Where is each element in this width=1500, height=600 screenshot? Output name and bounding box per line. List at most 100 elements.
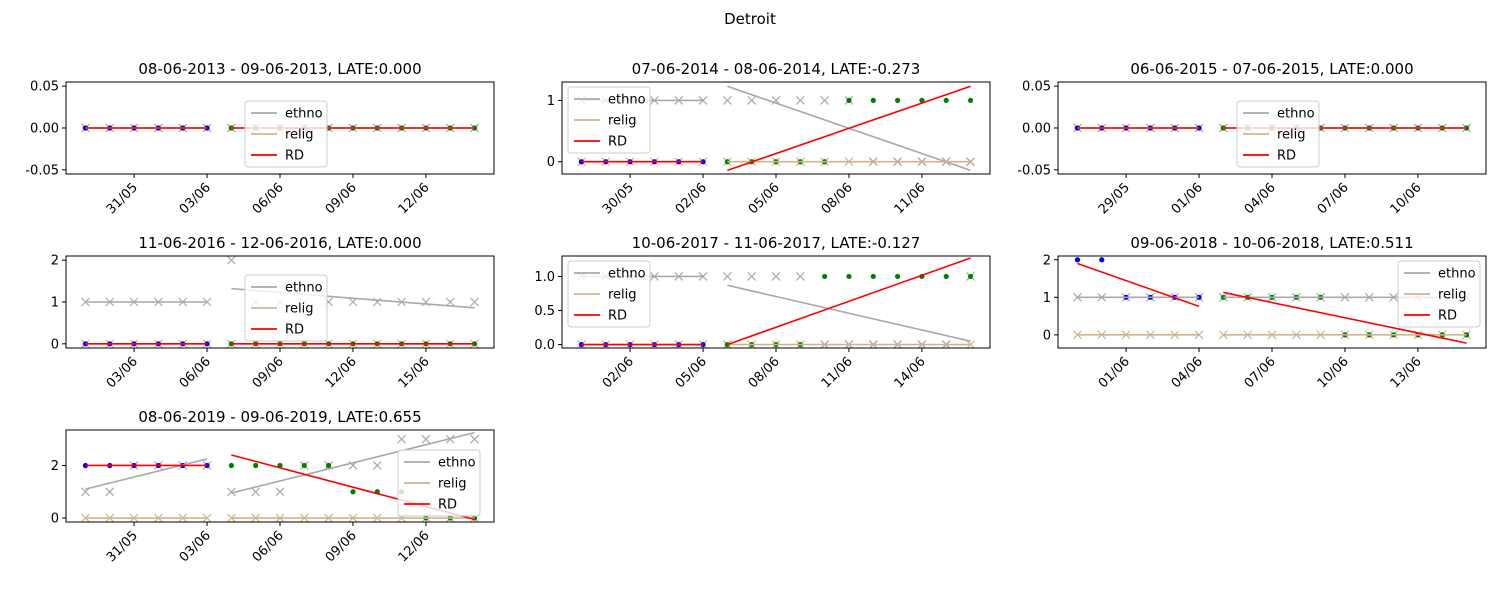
- x-tick-label: 12/06: [396, 180, 433, 217]
- axes-frame: [1057, 81, 1487, 175]
- ethno-point: [348, 297, 358, 307]
- legend-label-relig: relig: [438, 477, 467, 492]
- x-tick-label: 08/06: [819, 180, 856, 217]
- ethno-point: [275, 487, 285, 497]
- x-tick-label: 13/06: [1388, 354, 1425, 391]
- ethno-point: [771, 95, 781, 105]
- x-tick-label: 08/06: [746, 354, 783, 391]
- plot-area: [1073, 257, 1471, 344]
- legend-label-ethno: ethno: [285, 281, 323, 296]
- ethno-point: [251, 487, 261, 497]
- x-tick-label: 07/06: [1242, 354, 1279, 391]
- legend-label-relig: relig: [285, 128, 314, 143]
- plot-area: [81, 431, 479, 522]
- outcome-point-after: [919, 97, 925, 103]
- legend-box: [1397, 260, 1481, 328]
- legend-label-rd: RD: [438, 498, 457, 513]
- y-tick-label: 0: [1043, 328, 1051, 343]
- outcome-point-after: [326, 462, 332, 469]
- outcome-point-after: [350, 489, 356, 495]
- relig-point: [1218, 330, 1228, 340]
- y-tick-label: 0.05: [30, 80, 59, 95]
- outcome-point-after: [967, 97, 974, 103]
- outcome-point-before: [1099, 257, 1105, 263]
- y-tick-label: -0.05: [25, 163, 59, 178]
- legend-label-rd: RD: [285, 149, 304, 164]
- legend: ethno relig RD: [244, 274, 328, 342]
- y-tick-label: 0: [51, 512, 59, 527]
- legend-label-ethno: ethno: [608, 93, 646, 108]
- legend-label-ethno: ethno: [1277, 107, 1315, 122]
- legend: ethno relig RD: [567, 86, 651, 154]
- x-tick-label: 31/05: [104, 528, 141, 565]
- x-tick-label: 10/06: [1315, 354, 1352, 391]
- ethno-point: [226, 487, 236, 497]
- subplot-3: 06-06-2015 - 07-06-2015, LATE:0.000 -0.05…: [1017, 60, 1487, 217]
- y-tick-label: 2: [51, 459, 59, 474]
- ethno-point: [445, 297, 455, 307]
- x-tick-label: 09/06: [323, 180, 360, 217]
- y-tick-label: 1: [547, 94, 555, 109]
- x-tick-label: 03/06: [177, 528, 214, 565]
- outcome-point-after: [894, 273, 901, 280]
- legend-label-rd: RD: [1438, 309, 1457, 324]
- axes-frame: [65, 81, 495, 175]
- ethno-point: [470, 297, 479, 307]
- axes-frame: [561, 81, 991, 175]
- x-tick-label: 05/06: [673, 354, 710, 391]
- x-tick-label: 11/06: [892, 180, 929, 217]
- x-tick-label: 04/06: [1242, 180, 1279, 217]
- outcome-point-after: [967, 273, 974, 280]
- rd-fit-line: [727, 85, 971, 172]
- x-tick-label: 01/06: [1096, 354, 1133, 391]
- ethno-point: [795, 95, 805, 105]
- legend-box: [1236, 100, 1320, 168]
- ethno-point: [470, 434, 479, 444]
- ethno-point: [1073, 292, 1082, 302]
- x-tick-label: 12/06: [396, 528, 433, 565]
- axes-frame: [1057, 255, 1487, 349]
- x-tick-label: 29/05: [1096, 180, 1133, 217]
- legend-box: [244, 100, 328, 168]
- legend-label-relig: relig: [1277, 128, 1306, 143]
- legend-box: [567, 86, 651, 154]
- ethno-point: [820, 95, 830, 105]
- figure-suptitle: Detroit: [724, 10, 776, 28]
- outcome-point-after: [846, 273, 852, 280]
- x-tick-label: 12/06: [323, 354, 360, 391]
- outcome-point-after: [301, 462, 307, 469]
- subplot-2: 07-06-2014 - 08-06-2014, LATE:-0.273 0 1 30…: [547, 60, 991, 217]
- outcome-point-after: [943, 97, 949, 103]
- y-tick-label: 2: [51, 254, 59, 269]
- subplot-title: 07-06-2014 - 08-06-2014, LATE:-0.273: [632, 60, 921, 78]
- outcome-point-after: [870, 273, 876, 280]
- legend: ethno relig RD: [1397, 260, 1481, 328]
- rd-fit-line: [1223, 291, 1467, 344]
- legend-box: [244, 274, 328, 342]
- outcome-point-after: [894, 97, 901, 103]
- x-tick-label: 06/06: [250, 180, 287, 217]
- relig-point: [81, 513, 90, 522]
- legend-label-ethno: ethno: [608, 267, 646, 282]
- ethno-point: [771, 272, 781, 281]
- y-tick-label: 0.00: [1022, 122, 1051, 137]
- x-tick-label: 06/06: [177, 354, 214, 391]
- ethno-point: [421, 434, 431, 444]
- rd-fit-line: [1077, 262, 1200, 308]
- subplot-6: 09-06-2018 - 10-06-2018, LATE:0.511 0 1 2 01…: [1043, 234, 1487, 391]
- y-tick-label: -0.05: [1017, 163, 1051, 178]
- legend-label-relig: relig: [608, 288, 637, 303]
- y-tick-label: 1: [1043, 291, 1051, 306]
- ethno-point: [747, 95, 757, 105]
- outcome-point-before: [82, 125, 89, 131]
- legend-label-rd: RD: [285, 323, 304, 338]
- ethno-point: [795, 272, 805, 281]
- x-tick-label: 14/06: [892, 354, 929, 391]
- subplot-title: 06-06-2015 - 07-06-2015, LATE:0.000: [1130, 60, 1413, 78]
- x-tick-label: 04/06: [1169, 354, 1206, 391]
- outcome-point-after: [870, 97, 876, 103]
- subplot-1: 08-06-2013 - 09-06-2013, LATE:0.000 -0.05…: [25, 60, 495, 217]
- axes-frame: [65, 255, 495, 349]
